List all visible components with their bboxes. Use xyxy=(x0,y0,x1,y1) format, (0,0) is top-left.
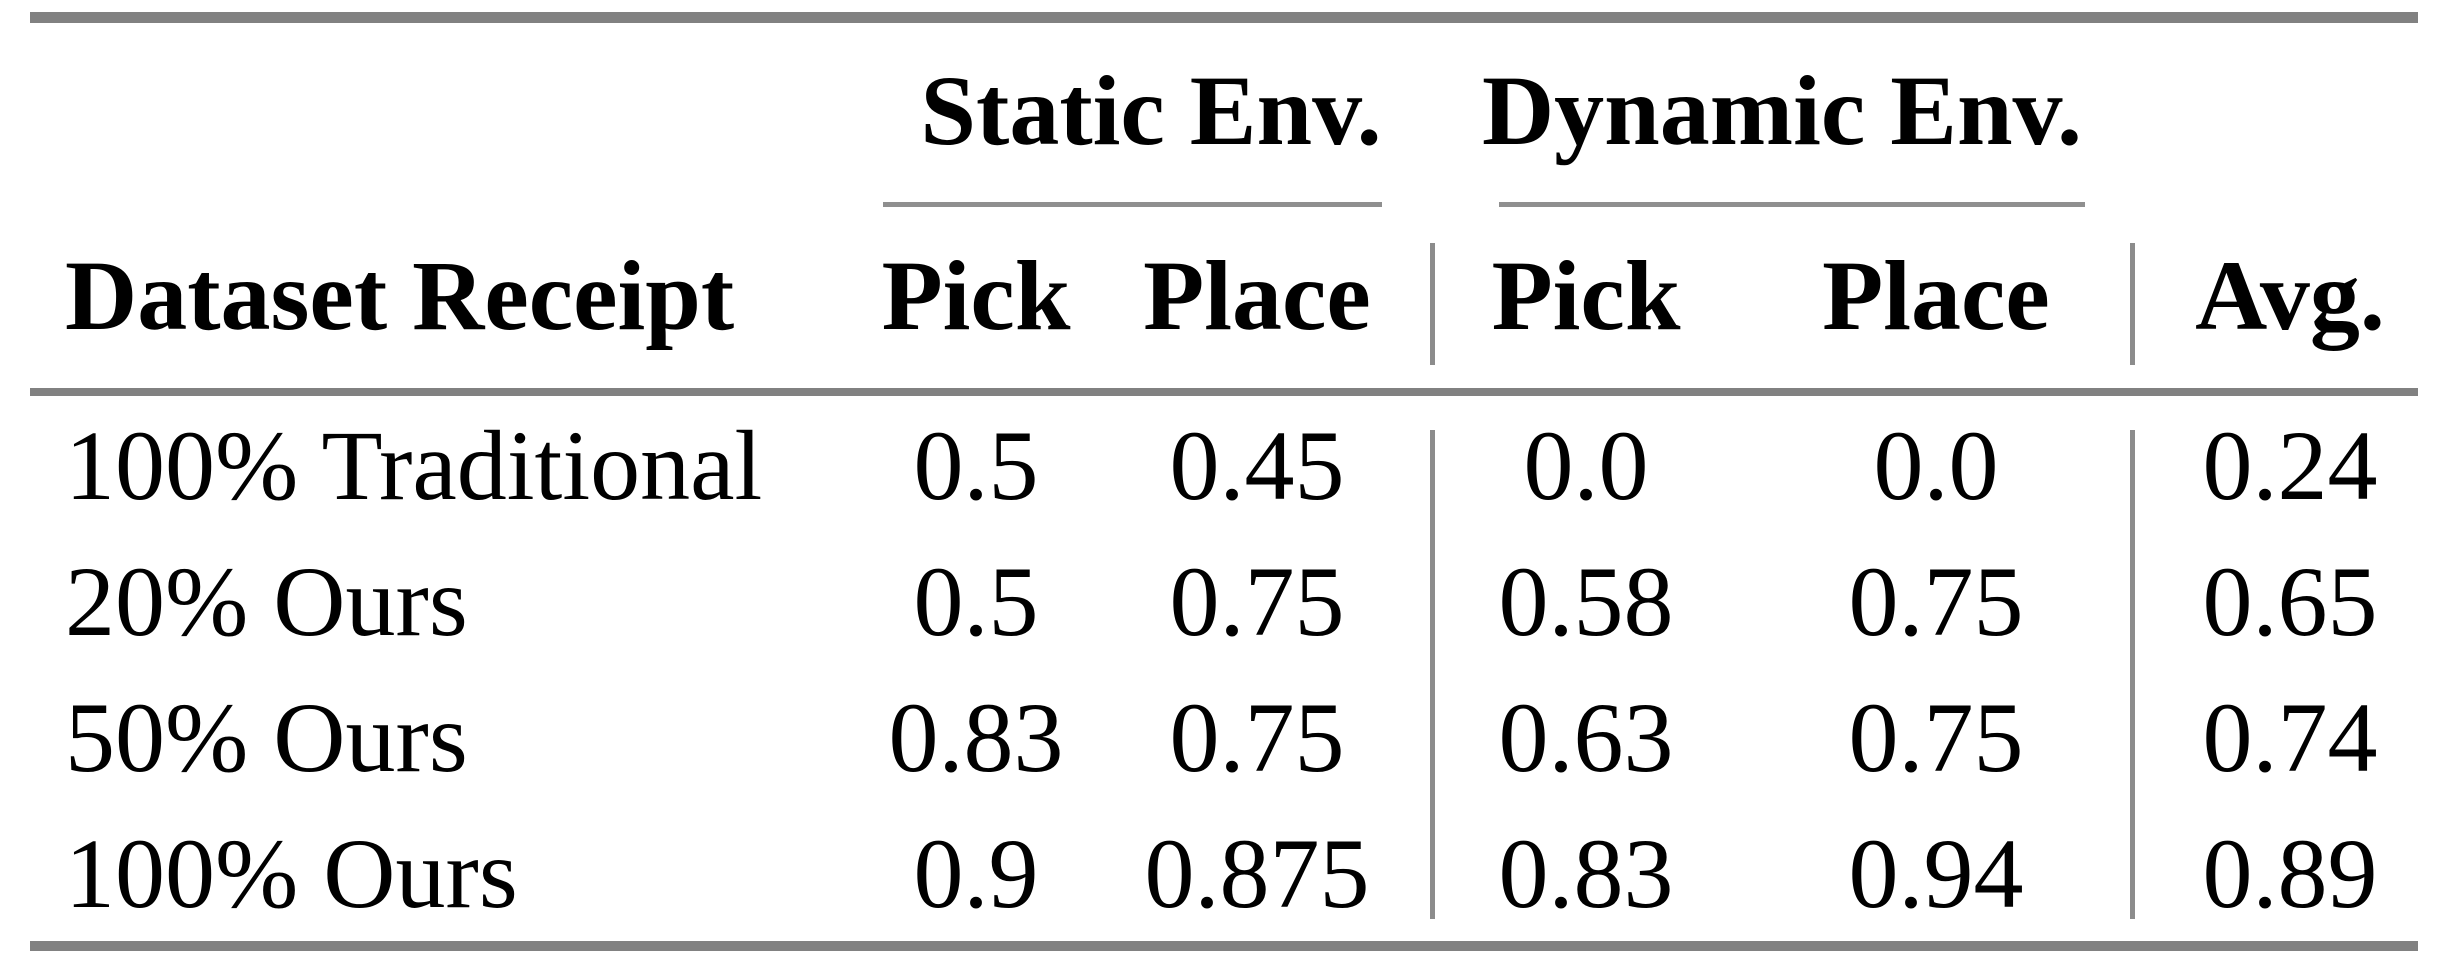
cell-avg: 0.65 xyxy=(2202,546,2378,658)
cmidrule-dynamic xyxy=(1499,202,2085,207)
cell-static-pick: 0.5 xyxy=(913,410,1039,522)
table-body: 100% Traditional 0.5 0.45 0.0 0.0 0.24 2… xyxy=(30,398,2418,941)
cell-avg: 0.89 xyxy=(2202,817,2378,929)
cell-static-place: 0.75 xyxy=(1169,546,1345,658)
vertical-rule-header-1 xyxy=(1430,243,1435,365)
row-label: 50% Ours xyxy=(65,681,468,793)
header-static-place: Place xyxy=(1143,239,1371,351)
cell-dynamic-place: 0.0 xyxy=(1873,410,1999,522)
header-avg: Avg. xyxy=(2195,239,2385,351)
column-header-row: Dataset Receipt Pick Place Pick Place Av… xyxy=(30,230,2418,360)
cell-dynamic-pick: 0.83 xyxy=(1498,817,1674,929)
cell-static-pick: 0.9 xyxy=(913,817,1039,929)
cell-dynamic-place: 0.94 xyxy=(1848,817,2024,929)
header-dataset-receipt: Dataset Receipt xyxy=(65,239,735,351)
cell-dynamic-pick: 0.63 xyxy=(1498,681,1674,793)
cell-dynamic-pick: 0.0 xyxy=(1523,410,1649,522)
header-dynamic-place: Place xyxy=(1822,239,2050,351)
cell-static-place: 0.45 xyxy=(1169,410,1345,522)
results-table: Static Env. Dynamic Env. Dataset Receipt… xyxy=(30,0,2418,966)
cell-dynamic-pick: 0.58 xyxy=(1498,546,1674,658)
cell-static-place: 0.875 xyxy=(1144,817,1370,929)
group-header-dynamic-env: Dynamic Env. xyxy=(1481,54,2083,166)
vertical-rule-header-2 xyxy=(2130,243,2135,365)
row-label: 100% Traditional xyxy=(65,410,763,522)
header-static-pick: Pick xyxy=(881,239,1071,351)
table-row: 100% Traditional 0.5 0.45 0.0 0.0 0.24 xyxy=(30,398,2418,534)
cell-static-place: 0.75 xyxy=(1169,681,1345,793)
table-row: 20% Ours 0.5 0.75 0.58 0.75 0.65 xyxy=(30,534,2418,670)
cell-static-pick: 0.83 xyxy=(888,681,1064,793)
cmidrule-static xyxy=(883,202,1382,207)
table-row: 100% Ours 0.9 0.875 0.83 0.94 0.89 xyxy=(30,805,2418,941)
bottom-rule xyxy=(30,941,2418,951)
cell-avg: 0.24 xyxy=(2202,410,2378,522)
cell-avg: 0.74 xyxy=(2202,681,2378,793)
table-row: 50% Ours 0.83 0.75 0.63 0.75 0.74 xyxy=(30,670,2418,806)
cell-dynamic-place: 0.75 xyxy=(1848,546,2024,658)
vertical-rule-body-2 xyxy=(2130,430,2135,919)
row-label: 20% Ours xyxy=(65,546,468,658)
header-dynamic-pick: Pick xyxy=(1491,239,1681,351)
group-header-static-env: Static Env. xyxy=(920,54,1382,166)
vertical-rule-body-1 xyxy=(1430,430,1435,919)
cell-dynamic-place: 0.75 xyxy=(1848,681,2024,793)
cell-static-pick: 0.5 xyxy=(913,546,1039,658)
top-rule xyxy=(30,12,2418,23)
row-label: 100% Ours xyxy=(65,817,518,929)
mid-rule xyxy=(30,388,2418,396)
